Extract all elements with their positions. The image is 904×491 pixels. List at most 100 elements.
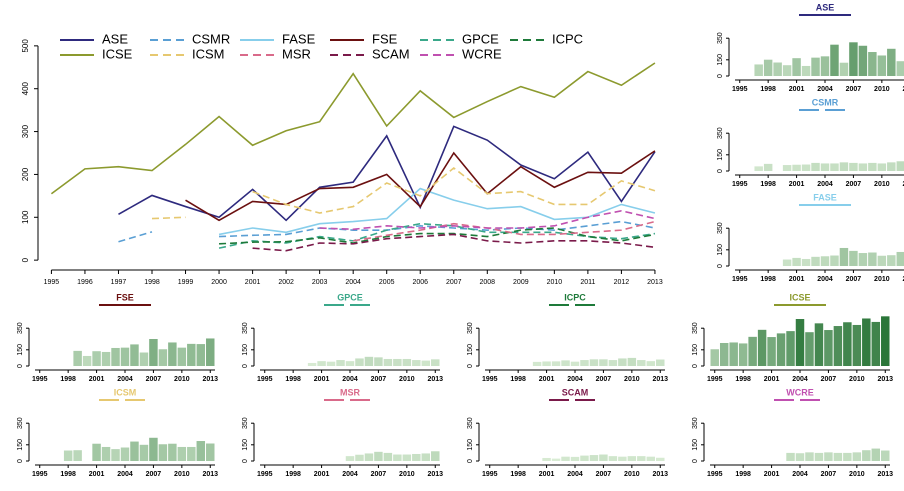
x-tick-label: 2010 — [624, 471, 640, 478]
bar — [877, 255, 887, 266]
bar — [111, 449, 120, 461]
x-tick-label: 2013 — [902, 181, 904, 188]
x-tick-label: 2003 — [312, 279, 328, 286]
bar — [795, 319, 805, 366]
bar — [570, 456, 580, 461]
bar — [618, 456, 627, 461]
panel-title: SCAM — [562, 387, 589, 397]
series-line — [319, 210, 656, 231]
bar — [868, 252, 877, 266]
y-tick-label: 0 — [21, 257, 30, 262]
x-tick-label: 1998 — [60, 471, 76, 478]
x-tick-label: 2001 — [89, 376, 105, 383]
x-tick-label: 2004 — [117, 376, 133, 383]
panel-title: GPCE — [337, 292, 363, 302]
bar — [542, 457, 551, 461]
legend-label: ICSM — [192, 46, 225, 61]
x-tick-label: 2013 — [202, 376, 218, 383]
bar — [326, 361, 336, 366]
x-tick-label: 2004 — [567, 471, 583, 478]
bar — [887, 48, 896, 76]
x-tick-label: 2007 — [146, 471, 162, 478]
bar — [858, 45, 868, 76]
panel-title: ASE — [816, 2, 835, 12]
bar — [101, 351, 111, 366]
x-tick-label: 2013 — [652, 376, 668, 383]
y-tick-label: 150 — [717, 244, 724, 256]
x-tick-label: 2004 — [817, 276, 833, 283]
bar — [608, 456, 618, 461]
bar — [786, 452, 795, 461]
y-tick-label: 350 — [692, 417, 699, 429]
x-tick-label: 2007 — [371, 376, 387, 383]
x-tick-label: 1995 — [257, 471, 273, 478]
x-tick-label: 2005 — [379, 279, 395, 286]
bar — [196, 441, 206, 461]
bar — [120, 447, 130, 461]
bar — [833, 326, 843, 366]
bar — [792, 257, 801, 266]
bar — [763, 59, 773, 76]
x-tick-label: 2001 — [314, 471, 330, 478]
x-tick-label: 2010 — [849, 471, 865, 478]
panel-title: FASE — [813, 192, 837, 202]
x-tick-label: 2010 — [399, 376, 415, 383]
x-tick-label: 2010 — [547, 279, 563, 286]
series-line — [218, 222, 656, 249]
bar — [843, 452, 852, 461]
x-tick-label: 2001 — [789, 86, 805, 93]
x-tick-label: 2001 — [314, 376, 330, 383]
bar — [402, 358, 412, 366]
y-tick-label: 150 — [717, 54, 724, 66]
bar — [786, 331, 795, 366]
bar — [421, 453, 431, 461]
x-tick-label: 2007 — [446, 279, 462, 286]
x-tick-label: 2009 — [513, 279, 529, 286]
bar — [206, 338, 215, 366]
bar — [814, 323, 824, 366]
panel-title: FSE — [116, 292, 134, 302]
bar — [792, 58, 801, 76]
bar — [852, 452, 862, 461]
bar — [364, 453, 374, 461]
legend-label: ASE — [102, 31, 128, 46]
y-tick-label: 0 — [717, 74, 724, 78]
bar — [811, 162, 820, 171]
y-tick-label: 0 — [717, 169, 724, 173]
bar — [627, 456, 637, 461]
legend-label: WCRE — [462, 46, 502, 61]
bar — [551, 361, 561, 366]
bar — [849, 250, 858, 266]
bar — [336, 360, 345, 366]
series-line — [353, 220, 656, 242]
x-tick-label: 1999 — [178, 279, 194, 286]
bar — [139, 444, 149, 461]
x-tick-label: 1998 — [285, 471, 301, 478]
x-tick-label: 1997 — [111, 279, 127, 286]
y-tick-label: 0 — [242, 364, 249, 368]
bar — [177, 446, 187, 461]
bar — [551, 458, 561, 461]
x-tick-label: 2004 — [792, 376, 808, 383]
bar — [168, 342, 177, 366]
legend-label: ICPC — [552, 31, 583, 46]
bar — [849, 42, 858, 76]
x-tick-label: 2000 — [211, 279, 227, 286]
bar — [757, 329, 767, 366]
x-tick-label: 2007 — [146, 376, 162, 383]
x-tick-label: 1998 — [510, 471, 526, 478]
bar — [754, 64, 763, 76]
series-line — [252, 233, 656, 252]
y-tick-label: 150 — [242, 439, 249, 451]
x-tick-label: 2008 — [480, 279, 496, 286]
bar — [871, 321, 881, 366]
x-tick-label: 2010 — [874, 86, 890, 93]
y-tick-label: 350 — [717, 127, 724, 139]
bar — [729, 342, 738, 366]
x-tick-label: 2002 — [278, 279, 294, 286]
x-tick-label: 2007 — [821, 471, 837, 478]
bar — [63, 450, 73, 461]
bar — [580, 360, 589, 366]
bar — [355, 454, 364, 461]
bar — [839, 162, 849, 171]
